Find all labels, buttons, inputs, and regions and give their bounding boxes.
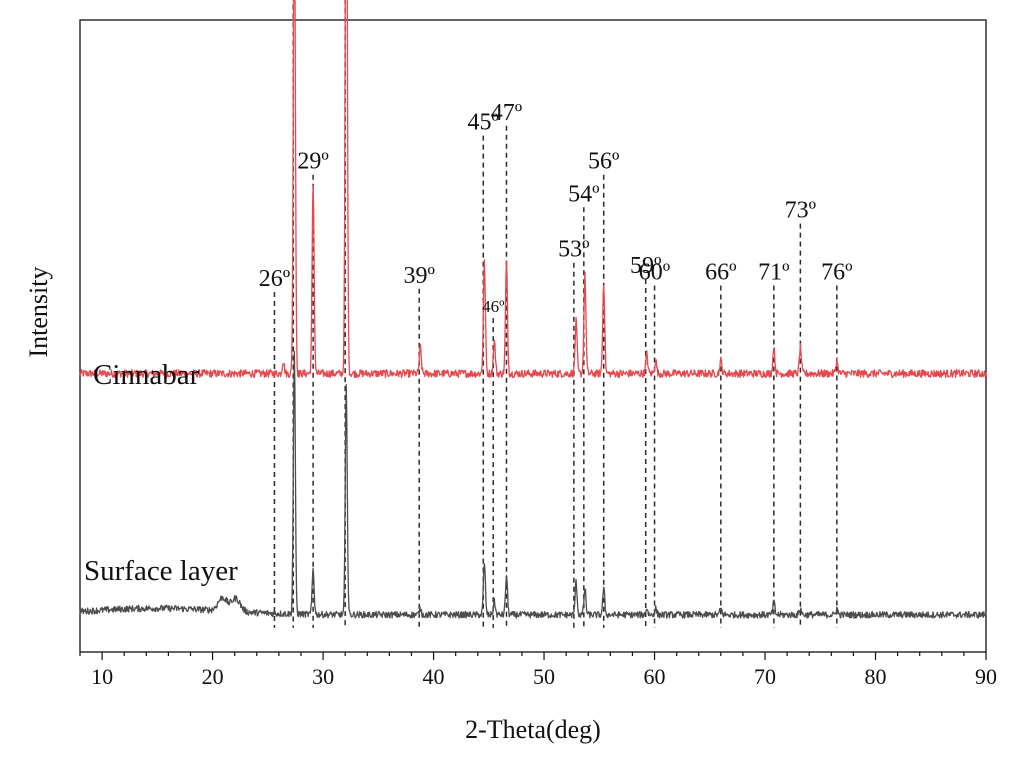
peak-label-60: 60º (639, 260, 671, 286)
peak-label-66: 66º (705, 260, 737, 286)
x-tick-label-90: 90 (975, 664, 997, 689)
x-tick-label-80: 80 (865, 664, 887, 689)
peak-label-59: 59º (630, 253, 662, 279)
x-tick-label-30: 30 (312, 664, 334, 689)
peak-label-26: 26º (259, 266, 291, 292)
series-group (79, 0, 987, 619)
x-tick-label-70: 70 (754, 664, 776, 689)
peak-label-45: 45º (468, 110, 500, 136)
peak-label-56: 56º (588, 149, 620, 175)
y-axis-label: Intensity (24, 267, 53, 358)
peak-label-73: 73º (785, 198, 817, 224)
peak-label-71: 71º (758, 260, 790, 286)
guide-lines (273, 0, 838, 628)
peak-label-47: 47º (491, 100, 523, 126)
peak-label-39: 39º (403, 263, 435, 289)
series-line-cinnabar (79, 0, 987, 379)
series-label-surface-layer: Surface layer (84, 555, 238, 587)
peak-label-54: 54º (568, 181, 600, 207)
x-tick-label-60: 60 (644, 664, 666, 689)
x-tick-label-50: 50 (533, 664, 555, 689)
series-line-surface-layer (79, 350, 987, 619)
x-tick-label-20: 20 (202, 664, 224, 689)
x-tick-label-10: 10 (91, 664, 113, 689)
x-axis-ticks: 10 20 30 40 50 60 70 80 90 (79, 652, 997, 689)
peak-label-29: 29º (297, 149, 329, 175)
series-label-cinnabar: Cinnabar (93, 359, 200, 391)
x-tick-label-40: 40 (423, 664, 445, 689)
peak-label-76: 76º (821, 260, 853, 286)
x-axis-label: 2-Theta(deg) (465, 715, 601, 744)
peak-label-53: 53º (558, 237, 590, 263)
peak-label-46: 46º (482, 297, 504, 316)
plot-frame (79, 19, 987, 653)
peak-annotations: 26º27º29º32º39º45º46º47º53º54º56º59º60º6… (259, 100, 853, 316)
